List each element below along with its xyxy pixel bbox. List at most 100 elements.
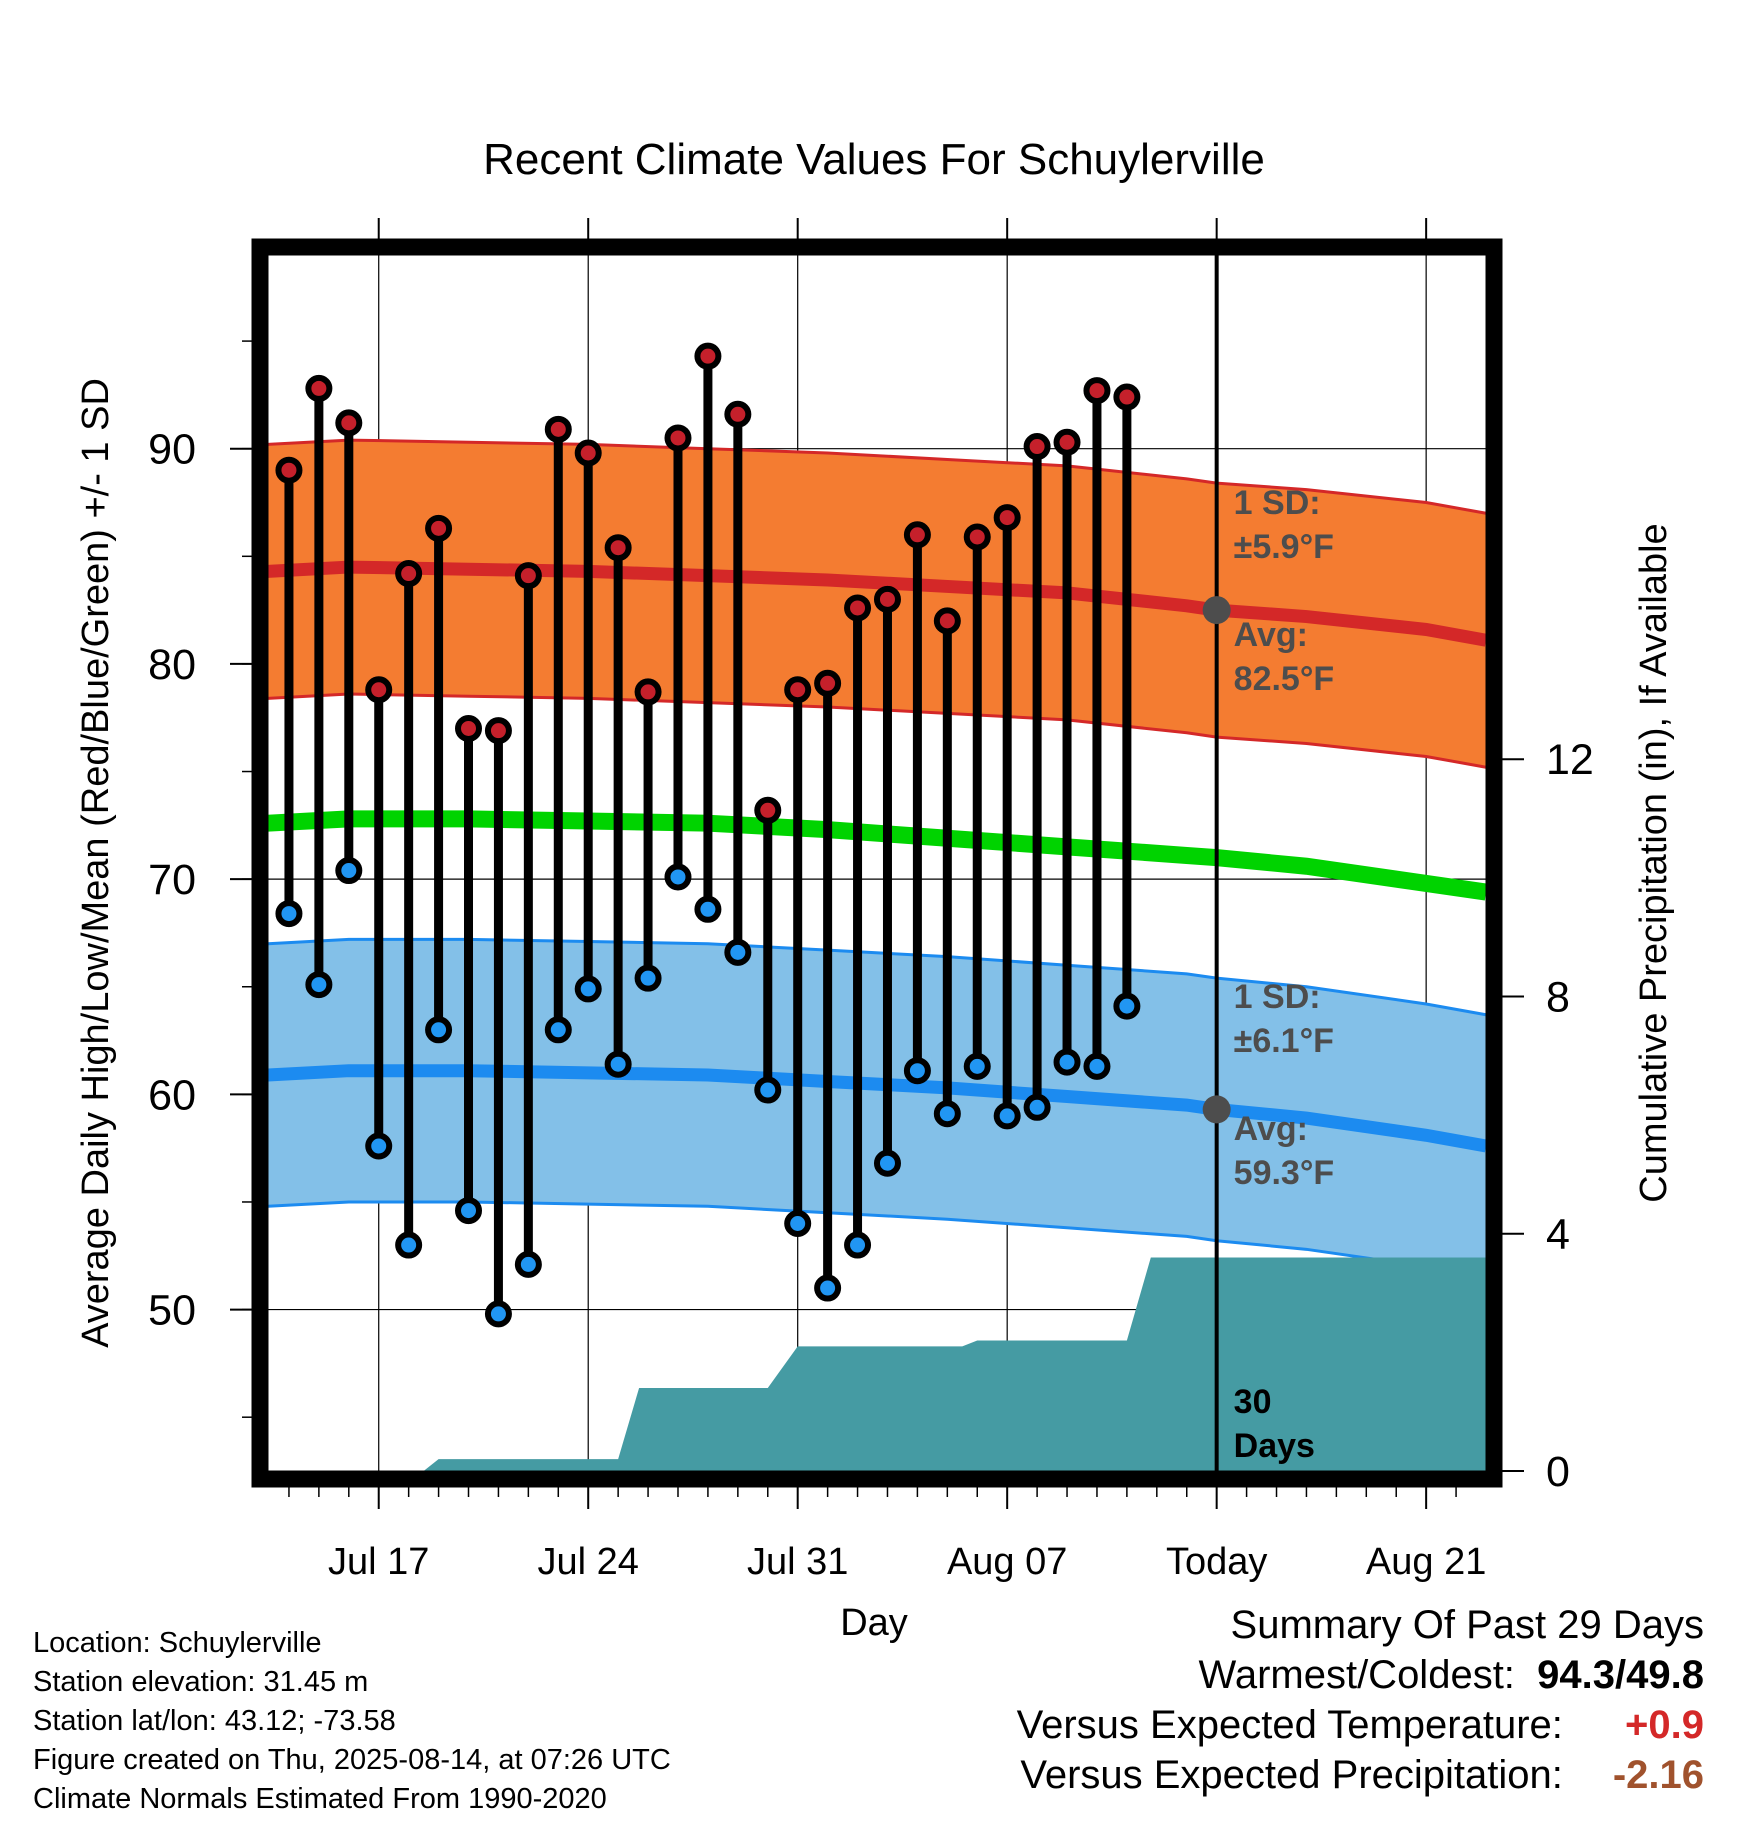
- y-tick-label: 50: [148, 1287, 196, 1335]
- low-dot: [1023, 1093, 1051, 1121]
- low-dot: [365, 1132, 393, 1160]
- low-dot: [784, 1209, 812, 1237]
- annotations: 1 SD: ±5.9°F Avg: 82.5°F 1 SD: ±6.1°F Avg: 59.3…: [1234, 484, 1335, 1465]
- low-dot: [844, 1231, 872, 1259]
- low-dot: [604, 1050, 632, 1078]
- normals-text: Climate Normals Estimated From 1990-2020: [33, 1783, 607, 1815]
- low-dot: [484, 1300, 512, 1328]
- low-dot: [335, 857, 363, 885]
- high-dot: [1023, 433, 1051, 461]
- high-dot: [514, 562, 542, 590]
- precip-label-line2: Days: [1234, 1427, 1315, 1465]
- location-text: Location: Schuylerville: [33, 1627, 322, 1659]
- high-dot: [484, 717, 512, 745]
- y-tick-label: 90: [148, 426, 196, 474]
- mean-normal-line: [267, 810, 1488, 901]
- low-dot: [275, 900, 303, 928]
- high-avg-label-line1: Avg:: [1234, 616, 1308, 654]
- precip-area: [268, 1257, 1486, 1471]
- low-dot: [544, 1016, 572, 1044]
- low-dot: [1083, 1052, 1111, 1080]
- high-dot: [395, 560, 423, 588]
- low-sd-label-line1: 1 SD:: [1234, 978, 1321, 1016]
- high-dot: [574, 439, 602, 467]
- high-dot: [604, 534, 632, 562]
- y2-axis-label: Cumulative Precipitation (in), If Availa…: [1633, 523, 1675, 1202]
- high-dot: [544, 415, 572, 443]
- high-dot: [873, 585, 901, 613]
- high-dot: [365, 676, 393, 704]
- high-dot: [814, 669, 842, 697]
- high-dot: [903, 521, 931, 549]
- high-dot: [963, 523, 991, 551]
- daily-dots: [275, 342, 1141, 1328]
- today-low-normal-dot: [1202, 1095, 1231, 1124]
- low-dot: [724, 938, 752, 966]
- x-tick-label: Jul 24: [538, 1541, 639, 1583]
- x-tick-label: Jul 17: [328, 1541, 429, 1583]
- low-dot: [814, 1274, 842, 1302]
- low-dot: [514, 1250, 542, 1278]
- low-dot: [993, 1102, 1021, 1130]
- latlon-text: Station lat/lon: 43.12; -73.58: [33, 1705, 396, 1737]
- high-dot: [335, 409, 363, 437]
- axes: 50 60 70 80 90 0 4 8 12 Jul 17 Jul 24 Jul 31 Aug 07 T…: [148, 218, 1594, 1583]
- temp-vs-expected-row: Versus Expected Temperature: +0.9: [1017, 1700, 1704, 1750]
- precip-label-line1: 30: [1234, 1383, 1272, 1421]
- high-dot: [425, 514, 453, 542]
- low-dot: [634, 964, 662, 992]
- slash: /: [1615, 1653, 1627, 1697]
- x-axis-label: Day: [840, 1602, 908, 1644]
- x-tick-label: Aug 07: [947, 1541, 1067, 1583]
- station-info: Location: Schuylerville Station elevatio…: [33, 1624, 671, 1819]
- low-sd-label-line2: ±6.1°F: [1234, 1022, 1334, 1060]
- low-dot: [963, 1052, 991, 1080]
- warmest-value: 94.3: [1537, 1653, 1616, 1697]
- high-dot: [664, 424, 692, 452]
- summary-heading: Summary Of Past 29 Days: [1230, 1603, 1704, 1647]
- low-avg-label-line1: Avg:: [1234, 1110, 1308, 1148]
- y2-tick-label: 4: [1546, 1211, 1570, 1259]
- low-dot: [694, 895, 722, 923]
- low-dot: [873, 1149, 901, 1177]
- high-dot: [634, 678, 662, 706]
- today-marker: [1202, 255, 1231, 1471]
- high-dot: [305, 374, 333, 402]
- high-dot: [1113, 383, 1141, 411]
- high-sd-label-line1: 1 SD:: [1234, 484, 1321, 522]
- low-dot: [903, 1057, 931, 1085]
- y2-tick-label: 8: [1546, 973, 1570, 1021]
- high-dot: [724, 400, 752, 428]
- x-tick-label: Aug 21: [1366, 1541, 1486, 1583]
- warmest-coldest-row: Warmest/Coldest: 94.3/49.8: [1017, 1650, 1704, 1700]
- low-dot: [754, 1076, 782, 1104]
- low-dot: [455, 1197, 483, 1225]
- y-tick-label: 80: [148, 641, 196, 689]
- high-dot: [455, 714, 483, 742]
- low-dot: [305, 971, 333, 999]
- created-text: Figure created on Thu, 2025-08-14, at 07…: [33, 1744, 671, 1776]
- high-dot: [754, 796, 782, 824]
- today-high-normal-dot: [1202, 596, 1231, 625]
- low-dot: [395, 1231, 423, 1259]
- low-dot: [574, 975, 602, 1003]
- low-dot: [1053, 1048, 1081, 1076]
- high-normal-line: [267, 560, 1488, 647]
- low-dot: [664, 863, 692, 891]
- high-dot: [933, 607, 961, 635]
- high-sd-label-line2: ±5.9°F: [1234, 528, 1334, 566]
- precip-vs-expected-label: Versus Expected Precipitation:: [1020, 1753, 1563, 1797]
- elevation-text: Station elevation: 31.45 m: [33, 1666, 369, 1698]
- precip-vs-expected-value: -2.16: [1612, 1753, 1704, 1797]
- high-dot: [694, 342, 722, 370]
- x-tick-label: Jul 31: [747, 1541, 848, 1583]
- precipitation-area: [268, 1257, 1486, 1471]
- warmest-coldest-label: Warmest/Coldest:: [1198, 1653, 1515, 1697]
- high-band-upper-edge: [267, 438, 1487, 515]
- temp-vs-expected-value: +0.9: [1625, 1703, 1704, 1747]
- low-dot: [425, 1016, 453, 1044]
- low-avg-label-line2: 59.3°F: [1234, 1154, 1335, 1192]
- summary-panel: Summary Of Past 29 Days Warmest/Coldest:…: [1017, 1600, 1704, 1800]
- daily-range-stems: [284, 356, 1132, 1314]
